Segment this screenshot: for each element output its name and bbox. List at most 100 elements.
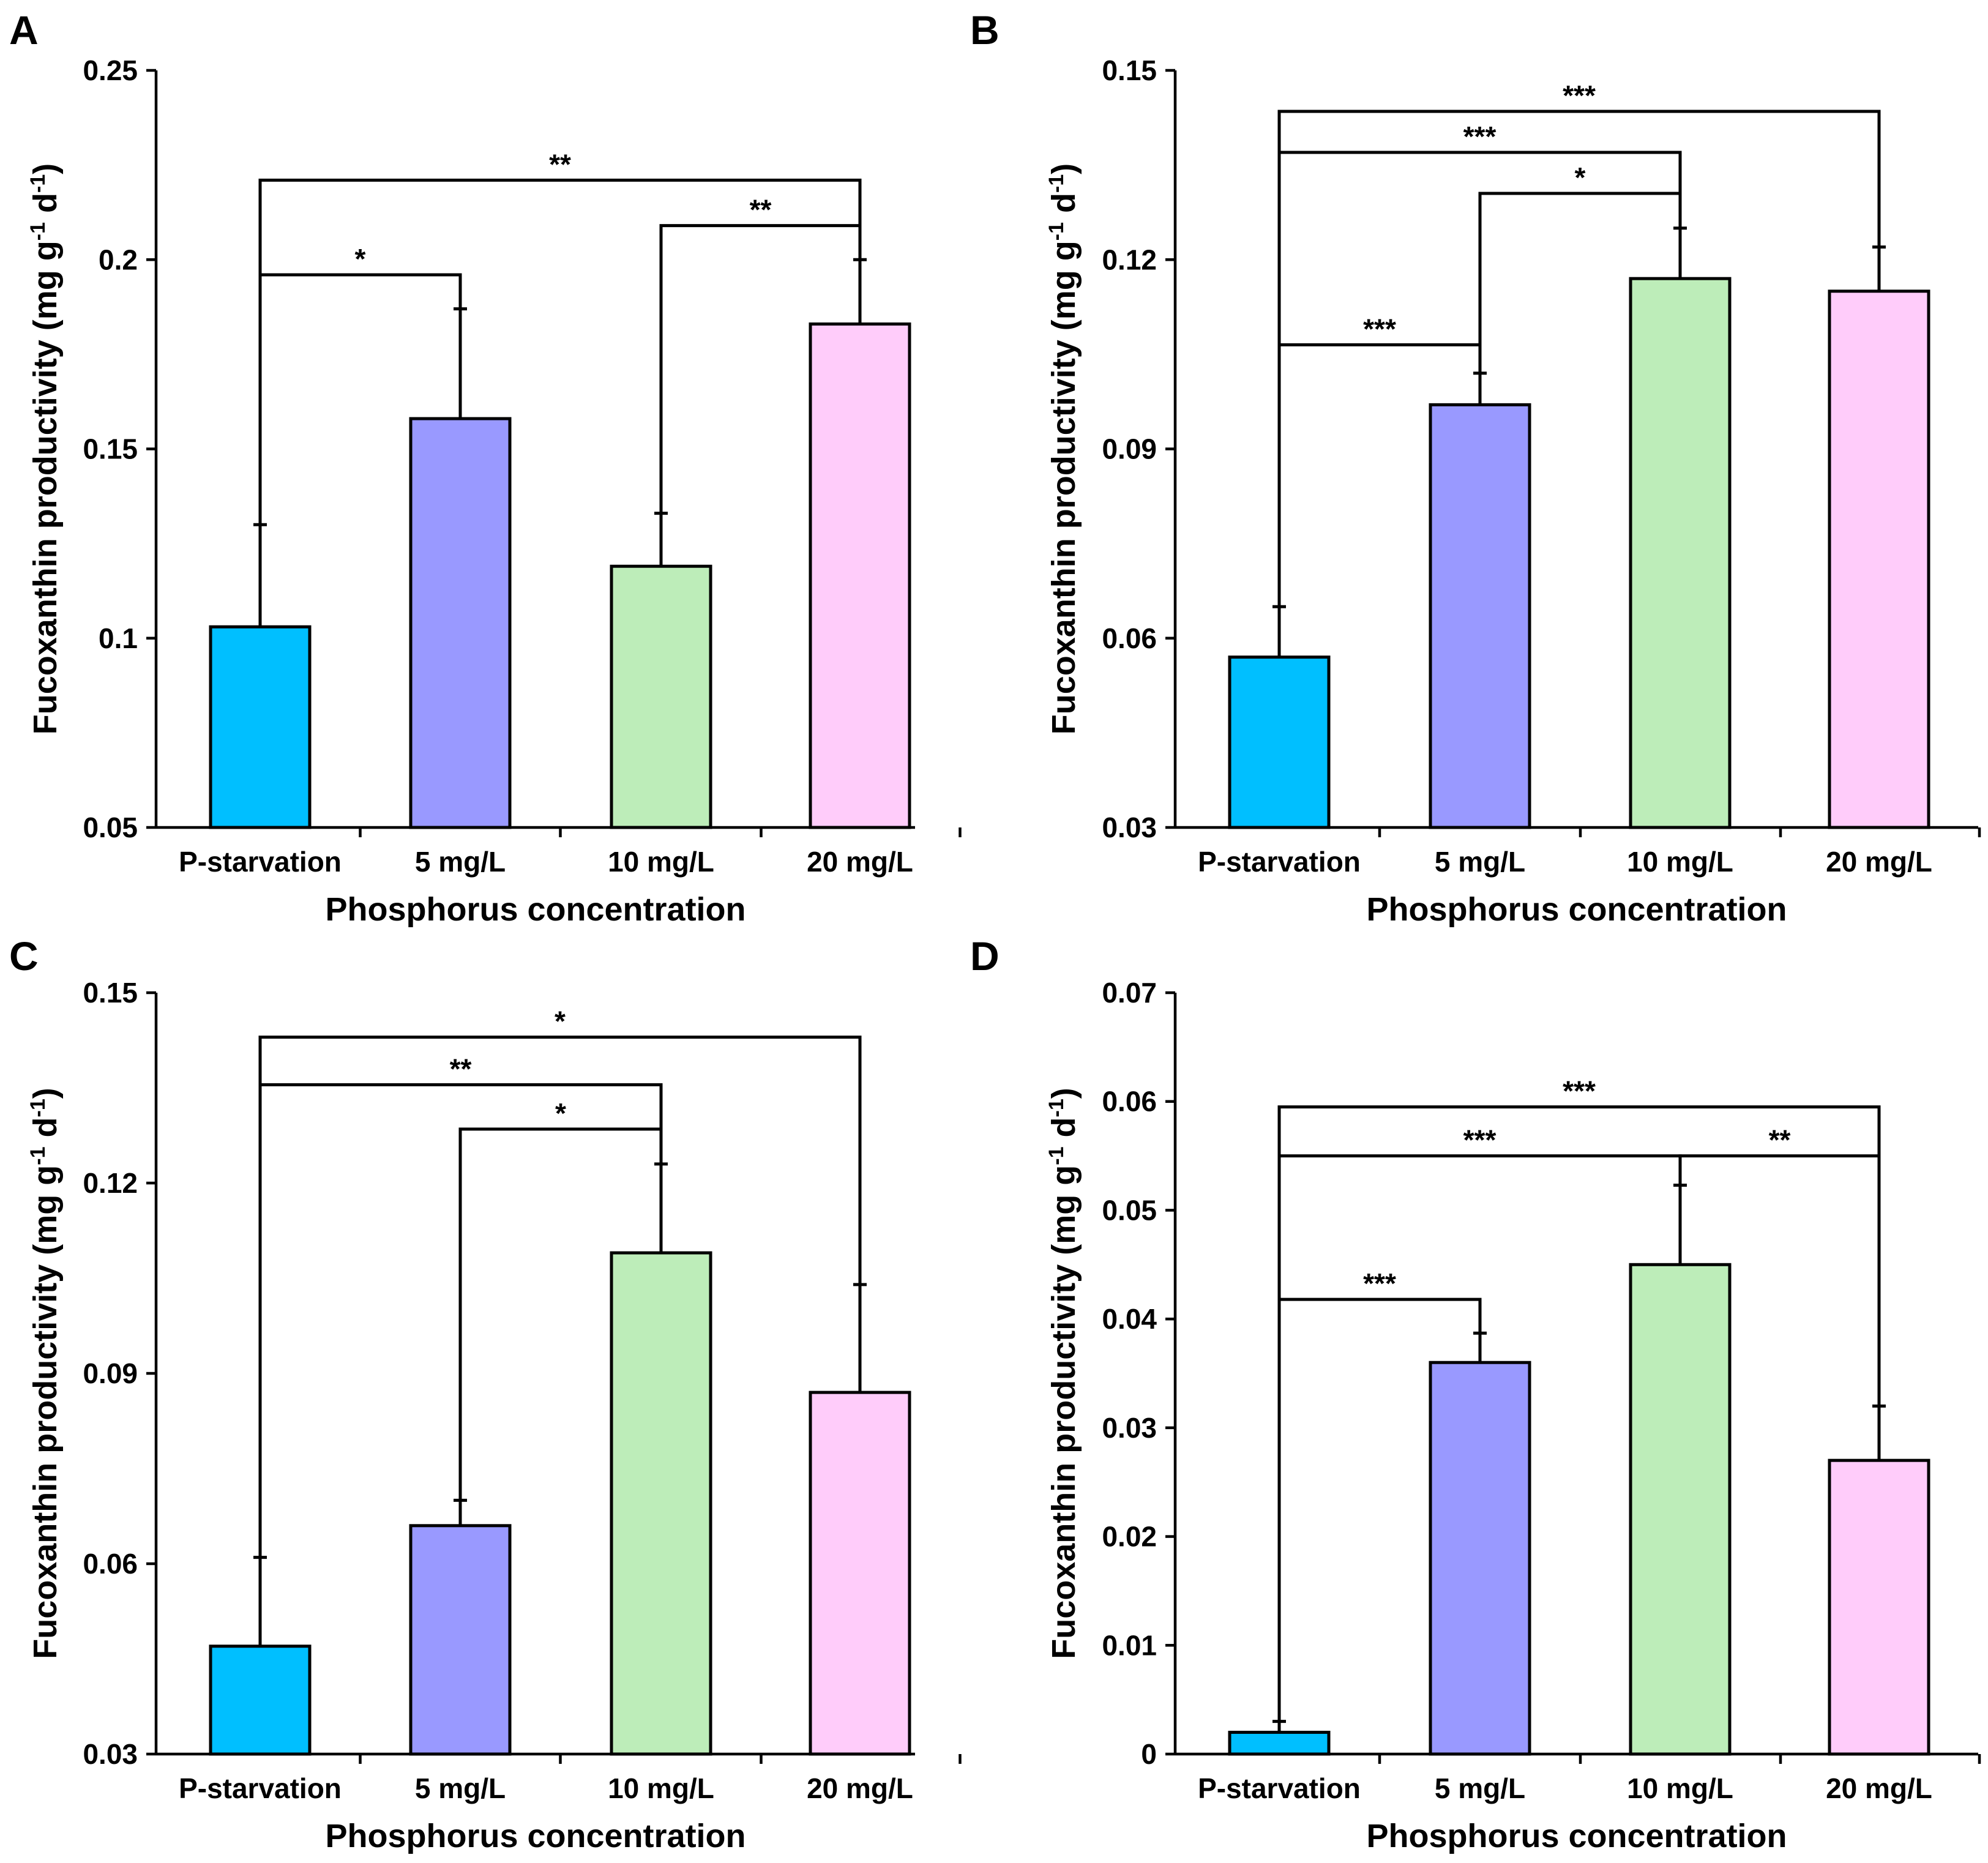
panel-letter: A (9, 7, 39, 53)
x-axis-title: Phosphorus concentration (325, 1818, 745, 1854)
y-axis-title-superscript: -1 (26, 222, 50, 241)
x-tick-label: 20 mg/L (1826, 846, 1932, 878)
y-axis-title: Fucoxanthin productivity (mg g-1 d-1) (1045, 1088, 1082, 1659)
y-axis-title-superscript: -1 (26, 174, 50, 193)
y-axis-title-part: Fucoxanthin productivity (mg g (27, 1165, 64, 1659)
y-tick-label: 0.03 (83, 1738, 138, 1770)
significance-bracket (258, 178, 862, 525)
y-axis-title-superscript: -1 (1045, 1099, 1068, 1117)
significance-bracket (1277, 110, 1881, 607)
panel-c: C 0.03 0.06 0.09 0.12 0.15 P-starvation 5 mg/L 1… (9, 933, 962, 1854)
y-axis-title-part: ) (1045, 1088, 1082, 1099)
x-tick-label: P-starvation (179, 846, 342, 878)
bar-20-mg-l (809, 322, 911, 829)
y-tick-label: 0.06 (83, 1548, 138, 1580)
y-tick-label: 0.15 (83, 433, 138, 465)
y-tick-label: 0.09 (83, 1357, 138, 1389)
y-tick-label: 0.03 (1102, 812, 1157, 843)
y-tick-label: 0.05 (1102, 1194, 1157, 1226)
x-tick-label: 5 mg/L (415, 846, 506, 878)
bar-5-mg-l (409, 417, 512, 829)
bar-10-mg-l (1629, 277, 1732, 829)
y-tick-label: 0 (1141, 1738, 1157, 1770)
significance-bracket (258, 1036, 862, 1558)
x-tick-label: 10 mg/L (1627, 1772, 1733, 1804)
y-axis-title: Fucoxanthin productivity (mg g-1 d-1) (26, 1088, 64, 1659)
significance-label: *** (1563, 80, 1596, 111)
bar-10-mg-l (610, 564, 712, 829)
panel-d: D 0 0.01 0.02 0.03 0.04 0.05 0.06 0.07 P-starvati… (970, 933, 1981, 1854)
panel-letter: B (970, 7, 1000, 53)
significance-label: ** (750, 194, 772, 226)
y-tick-label: 0.05 (83, 812, 138, 843)
significance-label: * (555, 1097, 566, 1129)
y-tick-label: 0.04 (1102, 1303, 1157, 1335)
y-tick-label: 0.09 (1102, 433, 1157, 465)
y-axis-title-superscript: -1 (1045, 174, 1068, 193)
x-axis-title: Phosphorus concentration (1366, 891, 1787, 928)
bar-10-mg-l (610, 1251, 712, 1756)
significance-label: *** (1463, 1124, 1497, 1156)
bar-p-starvation (1228, 655, 1331, 829)
y-axis-title-part: Fucoxanthin productivity (mg g (27, 241, 64, 734)
bar-5-mg-l (1429, 403, 1531, 829)
bar-20-mg-l (809, 1391, 911, 1756)
significance-label: * (1575, 162, 1586, 193)
y-axis-title-superscript: -1 (26, 1146, 50, 1165)
y-tick-label: 0.15 (1102, 54, 1157, 86)
panel-a: A 0.05 0.1 0.15 0.2 0.25 P-starvation 5 mg/L 10 … (9, 7, 962, 928)
x-axis-title: Phosphorus concentration (1366, 1818, 1787, 1854)
significance-label: *** (1463, 121, 1497, 152)
bar-5-mg-l (1429, 1361, 1531, 1756)
y-tick-label: 0.01 (1102, 1629, 1157, 1661)
significance-label: *** (1363, 1268, 1396, 1299)
panel-letter: C (9, 933, 39, 979)
y-axis-title-part: ) (27, 1088, 64, 1099)
bar-p-starvation (1228, 1730, 1331, 1756)
significance-bracket (1277, 1105, 1881, 1722)
y-axis-title: Fucoxanthin productivity (mg g-1 d-1) (26, 163, 64, 734)
x-tick-label: 5 mg/L (1435, 846, 1525, 878)
y-axis-title-part: Fucoxanthin productivity (mg g (1045, 1165, 1082, 1659)
y-axis-title-superscript: -1 (1045, 222, 1068, 241)
y-axis-title-part: Fucoxanthin productivity (mg g (1045, 241, 1082, 734)
y-axis-title: Fucoxanthin productivity (mg g-1 d-1) (1045, 163, 1082, 734)
x-tick-label: 10 mg/L (608, 846, 714, 878)
x-tick-label: 20 mg/L (807, 846, 913, 878)
significance-label: ** (450, 1053, 472, 1085)
x-tick-label: 5 mg/L (1435, 1772, 1525, 1804)
x-tick-label: 20 mg/L (807, 1772, 913, 1804)
y-axis-title-part: d (27, 1117, 64, 1146)
bar-p-starvation (209, 1645, 312, 1756)
x-tick-label: 10 mg/L (1627, 846, 1733, 878)
x-axis-title: Phosphorus concentration (325, 891, 745, 928)
y-axis-title-superscript: -1 (1045, 1146, 1068, 1165)
significance-label: ** (549, 148, 571, 180)
bar-20-mg-l (1828, 1458, 1930, 1756)
significance-label: ** (1769, 1124, 1791, 1156)
x-tick-label: P-starvation (179, 1772, 342, 1804)
y-tick-label: 0.2 (99, 244, 138, 275)
bar-20-mg-l (1828, 289, 1930, 829)
y-tick-label: 0.06 (1102, 1086, 1157, 1118)
y-tick-label: 0.25 (83, 54, 138, 86)
x-tick-label: 5 mg/L (415, 1772, 506, 1804)
x-tick-label: P-starvation (1198, 1772, 1361, 1804)
y-axis-title-part: d (27, 193, 64, 222)
panel-b: B 0.03 0.06 0.09 0.12 0.15 P-starvation 5 mg/L 1… (970, 7, 1981, 928)
x-tick-label: 10 mg/L (608, 1772, 714, 1804)
significance-label: * (555, 1006, 566, 1037)
y-axis-title-superscript: -1 (26, 1099, 50, 1117)
y-axis-title-part: ) (27, 163, 64, 174)
y-tick-label: 0.12 (1102, 244, 1157, 275)
y-axis-title-part: d (1045, 1117, 1082, 1146)
bar-5-mg-l (409, 1524, 512, 1756)
x-tick-label: 20 mg/L (1826, 1772, 1932, 1804)
y-tick-label: 0.02 (1102, 1521, 1157, 1553)
panel-letter: D (970, 933, 1000, 979)
y-tick-label: 0.03 (1102, 1412, 1157, 1444)
y-tick-label: 0.1 (99, 622, 138, 654)
bar-p-starvation (209, 625, 312, 829)
significance-label: *** (1563, 1075, 1596, 1107)
